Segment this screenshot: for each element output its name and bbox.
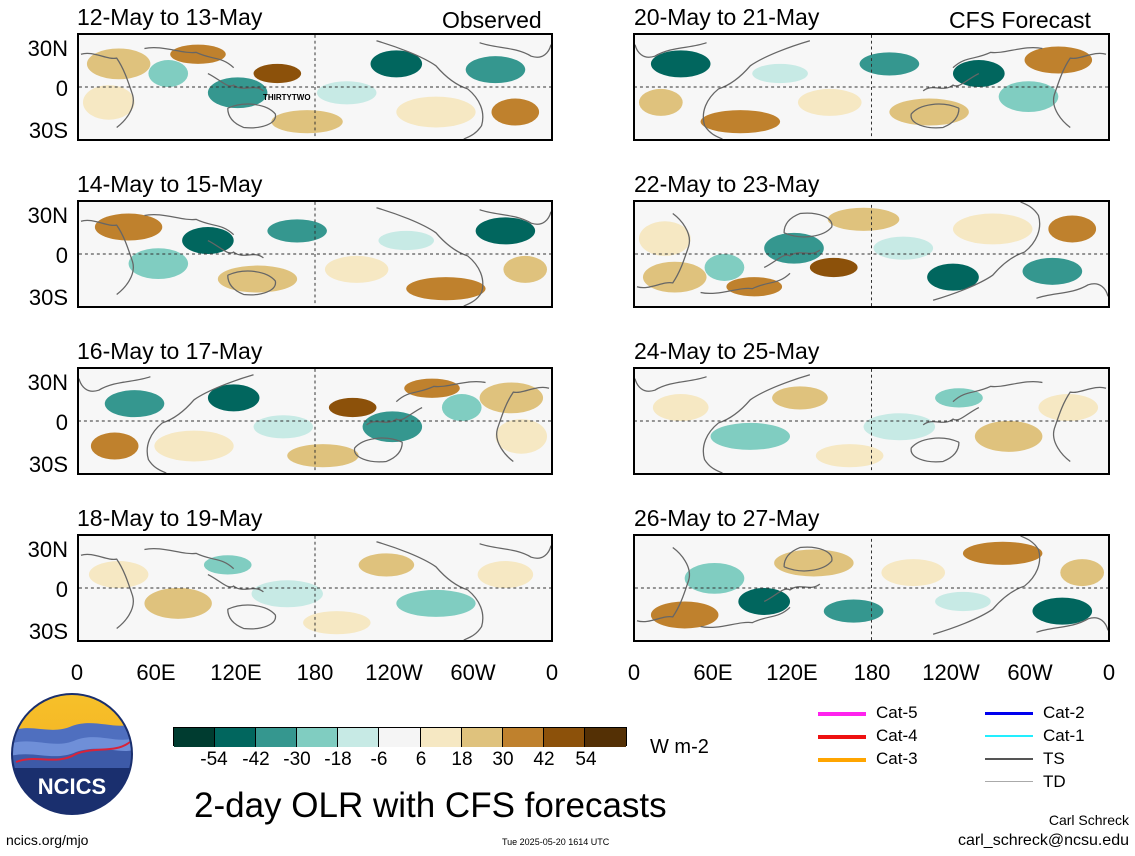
forecast-panel-4-title: 26-May to 27-May bbox=[634, 505, 820, 531]
colorbar-unit: W m-2 bbox=[650, 736, 709, 758]
legend-swatch-td bbox=[985, 781, 1033, 782]
colorbar-labels: -54 -42 -30 -18 -6 6 18 30 42 54 bbox=[173, 750, 627, 772]
colorbar-swatch bbox=[379, 728, 421, 747]
legend-label-ts: TS bbox=[1043, 749, 1065, 768]
ncics-logo: NCICS bbox=[10, 692, 134, 816]
legend-swatch-cat5 bbox=[818, 712, 866, 716]
legend-label-cat3: Cat-3 bbox=[876, 749, 918, 768]
colorbar-label: -6 bbox=[370, 749, 388, 770]
forecast-panel-1-title: 20-May to 21-May bbox=[634, 4, 820, 30]
colorbar-swatch bbox=[584, 728, 626, 747]
olr-field bbox=[79, 35, 551, 139]
x-tick-60e: 60E bbox=[136, 660, 176, 685]
olr-field bbox=[79, 202, 551, 306]
x-tick-60e: 60E bbox=[693, 660, 733, 685]
y-tick-30s: 30S bbox=[28, 118, 68, 143]
colorbar-label: 30 bbox=[492, 749, 514, 770]
olr-field bbox=[635, 536, 1108, 640]
olr-field bbox=[79, 369, 551, 473]
x-tick-120e: 120E bbox=[210, 660, 262, 685]
forecast-panel-2-title: 22-May to 23-May bbox=[634, 171, 820, 197]
legend-swatch-cat3 bbox=[818, 758, 866, 762]
legend-label-cat2: Cat-2 bbox=[1043, 703, 1085, 722]
y-tick-30s: 30S bbox=[28, 452, 68, 477]
olr-field bbox=[635, 202, 1108, 306]
y-tick-0: 0 bbox=[55, 243, 68, 268]
forecast-panel-3-title: 24-May to 25-May bbox=[634, 338, 820, 364]
x-tick-120w: 120W bbox=[365, 660, 423, 685]
colorbar-label: -42 bbox=[242, 749, 270, 770]
x-tick-120e: 120E bbox=[766, 660, 818, 685]
footer-timestamp: Tue 2025-05-20 1614 UTC bbox=[502, 837, 610, 847]
colorbar-swatch bbox=[297, 728, 339, 747]
y-tick-30s: 30S bbox=[28, 619, 68, 644]
colorbar-swatch bbox=[502, 728, 544, 747]
author-email: carl_schreck@ncsu.edu bbox=[958, 832, 1129, 849]
x-tick-60w: 60W bbox=[1007, 660, 1053, 685]
observed-map-1: THIRTYTWO bbox=[77, 33, 553, 141]
observed-panel-1-title: 12-May to 13-May bbox=[77, 4, 263, 30]
y-tick-0: 0 bbox=[55, 577, 68, 602]
colorbar-swatch bbox=[420, 728, 462, 747]
observed-panel-3-title: 16-May to 17-May bbox=[77, 338, 263, 364]
observed-map-3 bbox=[77, 367, 553, 475]
y-tick-30s: 30S bbox=[28, 285, 68, 310]
x-tick-0: 0 bbox=[70, 660, 84, 685]
author-name: Carl Schreck bbox=[1048, 812, 1129, 828]
colorbar-label: -30 bbox=[283, 749, 311, 770]
main-title: 2-day OLR with CFS forecasts bbox=[194, 786, 667, 825]
x-tick-120w: 120W bbox=[922, 660, 980, 685]
forecast-map-4 bbox=[633, 534, 1110, 642]
logo-text: NCICS bbox=[38, 774, 106, 799]
legend-swatch-cat1 bbox=[985, 735, 1033, 737]
y-tick-0: 0 bbox=[55, 76, 68, 101]
x-tick-0-end: 0 bbox=[545, 660, 559, 685]
forecast-column-label: CFS Forecast bbox=[949, 7, 1091, 33]
forecast-map-2 bbox=[633, 200, 1110, 308]
forecast-map-1 bbox=[633, 33, 1110, 141]
colorbar-label: -54 bbox=[200, 749, 228, 770]
y-tick-30n: 30N bbox=[27, 370, 68, 395]
legend-label-cat1: Cat-1 bbox=[1043, 726, 1085, 745]
olr-field bbox=[635, 369, 1108, 473]
observed-column-label: Observed bbox=[442, 7, 542, 33]
footer-url: ncics.org/mjo bbox=[6, 832, 89, 848]
y-tick-30n: 30N bbox=[27, 537, 68, 562]
colorbar-swatch bbox=[256, 728, 298, 747]
y-tick-0: 0 bbox=[55, 410, 68, 435]
observed-panel-2-title: 14-May to 15-May bbox=[77, 171, 263, 197]
legend-swatch-cat4 bbox=[818, 735, 866, 739]
y-tick-30n: 30N bbox=[27, 36, 68, 61]
olr-field bbox=[635, 35, 1108, 139]
observed-map-2 bbox=[77, 200, 553, 308]
legend-label-td: TD bbox=[1043, 772, 1066, 791]
legend-swatch-ts bbox=[985, 758, 1033, 760]
colorbar-label: 42 bbox=[533, 749, 555, 770]
x-tick-0-end: 0 bbox=[1102, 660, 1116, 685]
colorbar-label: 54 bbox=[575, 749, 597, 770]
storm-label: THIRTYTWO bbox=[263, 93, 311, 102]
colorbar-swatch bbox=[461, 728, 503, 747]
colorbar-swatch bbox=[338, 728, 380, 747]
colorbar-label: 6 bbox=[415, 749, 427, 770]
x-tick-60w: 60W bbox=[450, 660, 496, 685]
colorbar-swatch bbox=[215, 728, 257, 747]
olr-field bbox=[79, 536, 551, 640]
x-tick-180: 180 bbox=[296, 660, 334, 685]
colorbar-label: 18 bbox=[451, 749, 473, 770]
legend-swatch-cat2 bbox=[985, 712, 1033, 715]
colorbar bbox=[173, 727, 627, 747]
legend-label-cat4: Cat-4 bbox=[876, 726, 918, 745]
legend-label-cat5: Cat-5 bbox=[876, 703, 918, 722]
observed-panel-4-title: 18-May to 19-May bbox=[77, 505, 263, 531]
observed-map-4 bbox=[77, 534, 553, 642]
colorbar-label: -18 bbox=[324, 749, 352, 770]
colorbar-swatch bbox=[174, 728, 216, 747]
y-tick-30n: 30N bbox=[27, 203, 68, 228]
colorbar-swatch bbox=[543, 728, 585, 747]
x-tick-0: 0 bbox=[627, 660, 641, 685]
forecast-map-3 bbox=[633, 367, 1110, 475]
x-tick-180: 180 bbox=[853, 660, 891, 685]
